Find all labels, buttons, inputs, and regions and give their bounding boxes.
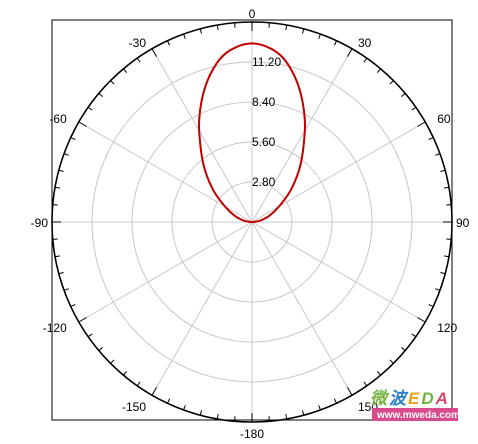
watermark-brand: 微波EDA bbox=[370, 389, 450, 408]
minor-tick bbox=[389, 80, 394, 85]
major-tick bbox=[151, 387, 157, 396]
minor-tick bbox=[216, 413, 219, 420]
angle-tick-label: -90 bbox=[31, 216, 49, 230]
minor-tick bbox=[440, 271, 446, 275]
minor-tick bbox=[285, 413, 288, 420]
angle-tick-label: -120 bbox=[43, 321, 67, 335]
minor-tick bbox=[376, 68, 381, 73]
minor-tick bbox=[376, 371, 381, 376]
major-tick bbox=[417, 317, 426, 323]
minor-tick bbox=[199, 410, 203, 416]
minor-tick bbox=[123, 371, 128, 376]
minor-tick bbox=[389, 359, 394, 364]
minor-tick bbox=[363, 381, 368, 387]
minor-tick bbox=[333, 398, 337, 404]
watermark-url-bg bbox=[372, 408, 458, 421]
radial-tick-label: 8.40 bbox=[252, 95, 276, 109]
minor-tick bbox=[435, 153, 441, 156]
watermark-char: 波 bbox=[389, 389, 409, 408]
minor-tick bbox=[167, 40, 171, 46]
minor-tick bbox=[110, 80, 115, 85]
minor-tick bbox=[63, 153, 69, 156]
outer-ring bbox=[51, 21, 453, 423]
watermark-char: 微 bbox=[370, 389, 390, 408]
watermark-url: www.mweda.com bbox=[376, 410, 460, 421]
minor-tick bbox=[401, 346, 406, 351]
minor-tick bbox=[58, 271, 64, 275]
minor-tick bbox=[136, 57, 141, 63]
minor-tick bbox=[87, 106, 93, 111]
minor-tick bbox=[411, 106, 417, 111]
grid-spoke bbox=[151, 48, 253, 223]
minor-tick bbox=[401, 93, 406, 98]
minor-tick bbox=[301, 410, 305, 416]
minor-tick bbox=[183, 405, 186, 411]
minor-tick bbox=[199, 28, 203, 34]
minor-tick bbox=[110, 359, 115, 364]
major-tick bbox=[347, 48, 353, 57]
angle-tick-label: -60 bbox=[49, 112, 67, 126]
radial-labels: 2.80 5.60 8.40 11.20 bbox=[252, 55, 281, 189]
minor-tick bbox=[54, 255, 61, 258]
minor-tick bbox=[411, 333, 417, 338]
minor-tick bbox=[301, 28, 305, 34]
angle-tick-label: -180 bbox=[240, 427, 264, 441]
watermark: 微波EDA www.mweda.com bbox=[370, 389, 460, 421]
minor-tick bbox=[285, 24, 288, 31]
minor-tick bbox=[333, 40, 337, 46]
minor-tick bbox=[70, 137, 76, 141]
minor-tick bbox=[428, 137, 434, 141]
major-tick bbox=[347, 387, 353, 396]
minor-tick bbox=[123, 68, 128, 73]
angle-tick-label: 90 bbox=[456, 216, 470, 230]
minor-tick bbox=[70, 303, 76, 307]
major-tick bbox=[151, 48, 157, 57]
minor-tick bbox=[98, 346, 103, 351]
minor-tick bbox=[98, 93, 103, 98]
minor-tick bbox=[216, 24, 219, 31]
minor-tick bbox=[167, 398, 171, 404]
radiation-pattern-line bbox=[197, 42, 307, 223]
minor-tick bbox=[63, 288, 69, 291]
watermark-char: D bbox=[421, 389, 435, 408]
grid-spoke bbox=[251, 221, 426, 323]
watermark-char: E bbox=[408, 389, 421, 408]
minor-tick bbox=[183, 33, 186, 39]
angle-tick-label: 60 bbox=[437, 112, 451, 126]
minor-tick bbox=[318, 33, 321, 39]
radial-tick-label: 2.80 bbox=[252, 175, 276, 189]
minor-tick bbox=[58, 169, 64, 173]
angle-tick-label: -150 bbox=[122, 400, 146, 414]
grid-spoke bbox=[151, 221, 253, 396]
watermark-char: A bbox=[435, 389, 450, 408]
angle-ticks bbox=[52, 22, 452, 422]
angle-tick-label: -30 bbox=[129, 36, 147, 50]
angle-tick-label: 0 bbox=[249, 7, 256, 21]
radial-tick-label: 11.20 bbox=[252, 55, 281, 69]
grid-spoke bbox=[251, 221, 353, 396]
minor-tick bbox=[435, 288, 441, 291]
minor-tick bbox=[318, 405, 321, 411]
radial-tick-label: 5.60 bbox=[252, 135, 276, 149]
grid-spoke bbox=[78, 221, 253, 323]
grid-spoke bbox=[251, 48, 353, 223]
major-tick bbox=[417, 121, 426, 127]
polar-grid bbox=[52, 22, 452, 422]
major-tick bbox=[78, 121, 87, 127]
minor-tick bbox=[363, 57, 368, 63]
minor-tick bbox=[440, 169, 446, 173]
angle-tick-label: 30 bbox=[358, 36, 372, 50]
minor-tick bbox=[443, 255, 450, 258]
minor-tick bbox=[443, 186, 450, 189]
series-layer bbox=[197, 42, 307, 223]
angle-tick-label: 120 bbox=[437, 321, 457, 335]
minor-tick bbox=[428, 303, 434, 307]
minor-tick bbox=[136, 381, 141, 387]
minor-tick bbox=[54, 186, 61, 189]
major-tick bbox=[78, 317, 87, 323]
minor-tick bbox=[87, 333, 93, 338]
